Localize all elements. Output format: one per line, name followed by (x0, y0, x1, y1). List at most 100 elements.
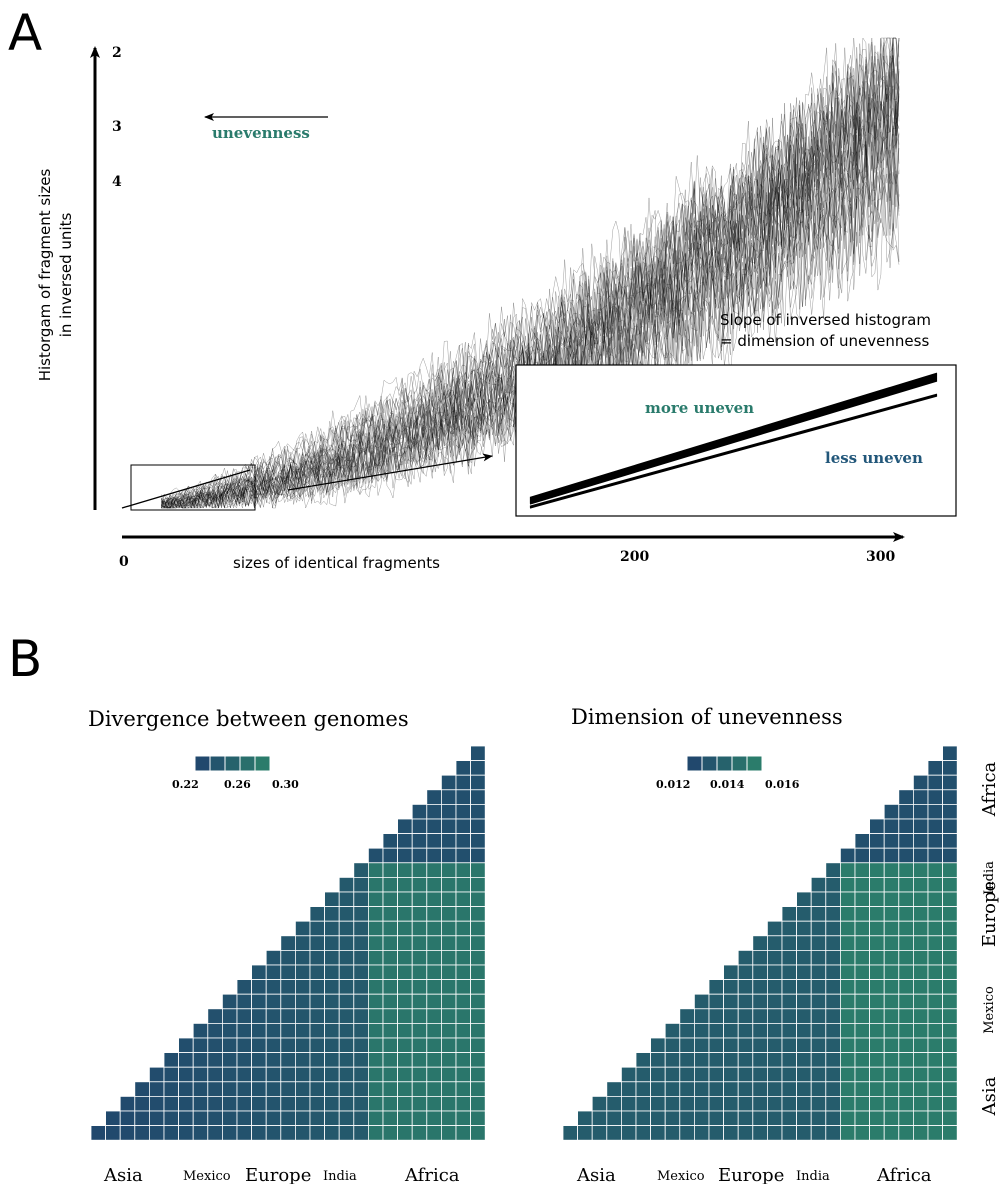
heatmap-cell (840, 920, 856, 937)
heatmap-cell (294, 1096, 311, 1112)
heatmap-cell (898, 1125, 914, 1141)
heatmap-cell (927, 891, 944, 908)
y-tick-label: 4 (112, 174, 122, 190)
heatmap-cell (265, 979, 282, 995)
heatmap-cell (411, 1096, 428, 1112)
heatmap-cell (148, 1125, 165, 1141)
heatmap-cell (324, 1023, 340, 1039)
heatmap-cell (942, 833, 958, 849)
heatmap-title-unevenness: Dimension of unevenness (571, 705, 843, 729)
heatmap-cell (148, 1066, 165, 1083)
heatmap-cell (309, 906, 326, 922)
heatmap-cell (796, 1125, 812, 1141)
heatmap-cell (927, 774, 944, 791)
heatmap-cell (854, 1008, 871, 1024)
heatmap-cell (825, 877, 841, 893)
heatmap-cell (353, 950, 369, 966)
heatmap-cell (426, 1125, 442, 1141)
heatmap-cell (942, 760, 958, 776)
heatmap-cell (148, 1110, 165, 1127)
heatmap-cell (411, 993, 428, 1010)
heatmap-cell (913, 993, 929, 1010)
x-region-label: India (323, 1169, 357, 1184)
heatmap-cell (796, 906, 812, 922)
heatmap-cell (470, 877, 486, 893)
panel-label-a: A (8, 4, 42, 62)
heatmap-cell (280, 1096, 296, 1112)
heatmap-cell (294, 1081, 311, 1097)
heatmap-cell (883, 804, 900, 820)
heatmap-cell (470, 789, 486, 805)
heatmap-cell (382, 891, 399, 908)
heatmap-cell (854, 920, 871, 937)
heatmap-cell (440, 833, 457, 849)
heatmap-cell (869, 818, 885, 835)
heatmap-cell (382, 877, 399, 893)
colorbar-swatch (746, 755, 763, 772)
heatmap-cell (426, 818, 442, 835)
heatmap-cell (382, 862, 399, 878)
heatmap-cell (810, 1052, 827, 1068)
heatmap-cell (324, 1066, 340, 1083)
heatmap-cell (942, 920, 958, 937)
heatmap-cell (781, 906, 798, 922)
heatmap-cell (280, 1008, 296, 1024)
heatmap-cell (440, 862, 457, 878)
heatmap-cell (236, 1066, 253, 1083)
heatmap-cell (207, 1052, 223, 1068)
colorbar-swatch (731, 755, 748, 772)
heatmap-cell (440, 877, 457, 893)
heatmap-cell (927, 906, 944, 922)
heatmap-cell (737, 1110, 754, 1127)
heatmap-cell (796, 1052, 812, 1068)
heatmap-cell (883, 833, 900, 849)
heatmap-cell (927, 1023, 944, 1039)
heatmap-cell (440, 818, 457, 835)
heatmap-cell (898, 891, 914, 908)
heatmap-cell (898, 804, 914, 820)
zoom-arrow (287, 453, 493, 491)
heatmap-cell (869, 877, 885, 893)
heatmap-cell (294, 1037, 311, 1054)
colorbar-swatch (701, 755, 718, 772)
heatmap-cell (221, 1110, 238, 1127)
heatmap-cell (869, 1066, 885, 1083)
heatmap-cell (752, 964, 768, 981)
heatmap-cell (825, 979, 841, 995)
heatmap-cell (942, 1066, 958, 1083)
heatmap-cell (679, 1081, 695, 1097)
heatmap-cell (470, 964, 486, 981)
heatmap-cell (723, 1096, 739, 1112)
heatmap-cell (694, 1125, 710, 1141)
heatmap-cell (455, 891, 472, 908)
heatmap-cell (178, 1081, 194, 1097)
y-region-label: Europe (979, 881, 1000, 947)
heatmap-cell (455, 1066, 472, 1083)
heatmap-cell (723, 1066, 739, 1083)
heatmap-cell (221, 1066, 238, 1083)
heatmap-cell (207, 1096, 223, 1112)
heatmap-cell (810, 950, 827, 966)
colorbar-swatch (254, 755, 271, 772)
heatmap-cell (163, 1052, 180, 1068)
heatmap-cell (470, 760, 486, 776)
heatmap-cell (869, 1081, 885, 1097)
heatmap-cell (397, 993, 413, 1010)
heatmap-cell (869, 833, 885, 849)
heatmap-cell (898, 818, 914, 835)
heatmap-cell (134, 1096, 150, 1112)
heatmap-cell (825, 1037, 841, 1054)
heatmap-cell (621, 1110, 637, 1127)
heatmap-cell (723, 993, 739, 1010)
heatmap-cell (767, 950, 783, 966)
heatmap-cell (221, 1096, 238, 1112)
heatmap-cell (854, 964, 871, 981)
heatmap-cell (781, 1052, 798, 1068)
inset-label-less-uneven: less uneven (825, 449, 923, 467)
heatmap-cell (927, 920, 944, 937)
heatmap-cell (810, 1066, 827, 1083)
heatmap-cell (737, 964, 754, 981)
heatmap-cell (679, 1096, 695, 1112)
heatmap-cell (635, 1125, 652, 1141)
colorbar-unevenness (686, 755, 763, 772)
